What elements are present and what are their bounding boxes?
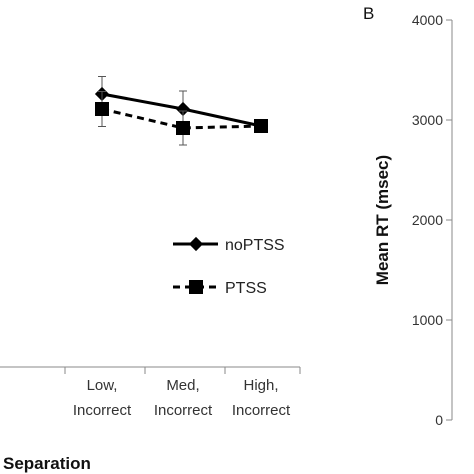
x-axis-title: Separation [3, 454, 91, 473]
y-tick-labels: 0 1000 2000 3000 4000 [412, 12, 443, 428]
y-tick-label-1: 1000 [412, 312, 443, 328]
category-label-1-line-1: Incorrect [154, 402, 213, 419]
point-ptss-2 [254, 119, 268, 133]
point-ptss-1 [176, 121, 190, 135]
legend-noptss-label: noPTSS [225, 237, 285, 254]
panel-label: B [363, 4, 374, 23]
legend-entry-noptss: noPTSS [173, 236, 285, 254]
series-layer [94, 76, 269, 146]
point-ptss-0 [95, 102, 109, 116]
legend-ptss-marker [189, 280, 203, 294]
y-tick-label-4: 4000 [412, 12, 443, 28]
category-label-2-line-0: High, [243, 377, 278, 394]
legend: noPTSS PTSS [173, 236, 285, 297]
legend-entry-ptss: PTSS [173, 280, 267, 297]
category-label-0-line-1: Incorrect [73, 402, 132, 419]
category-label-2-line-1: Incorrect [232, 402, 291, 419]
x-axis-ticks [64, 367, 301, 374]
category-label-0-line-0: Low, [87, 377, 118, 394]
legend-noptss-marker [188, 236, 204, 252]
legend-ptss-label: PTSS [225, 280, 267, 297]
category-label-1-line-0: Med, [166, 377, 199, 394]
y-tick-label-2: 2000 [412, 212, 443, 228]
y-tick-label-0: 0 [435, 412, 443, 428]
y-axis-ticks [446, 19, 452, 421]
category-labels: Low, Incorrect Med, Incorrect High, Incorrect [73, 377, 291, 419]
series-line-ptss [101, 107, 262, 130]
y-tick-label-3: 3000 [412, 112, 443, 128]
y-axis-title: Mean RT (msec) [373, 155, 392, 285]
